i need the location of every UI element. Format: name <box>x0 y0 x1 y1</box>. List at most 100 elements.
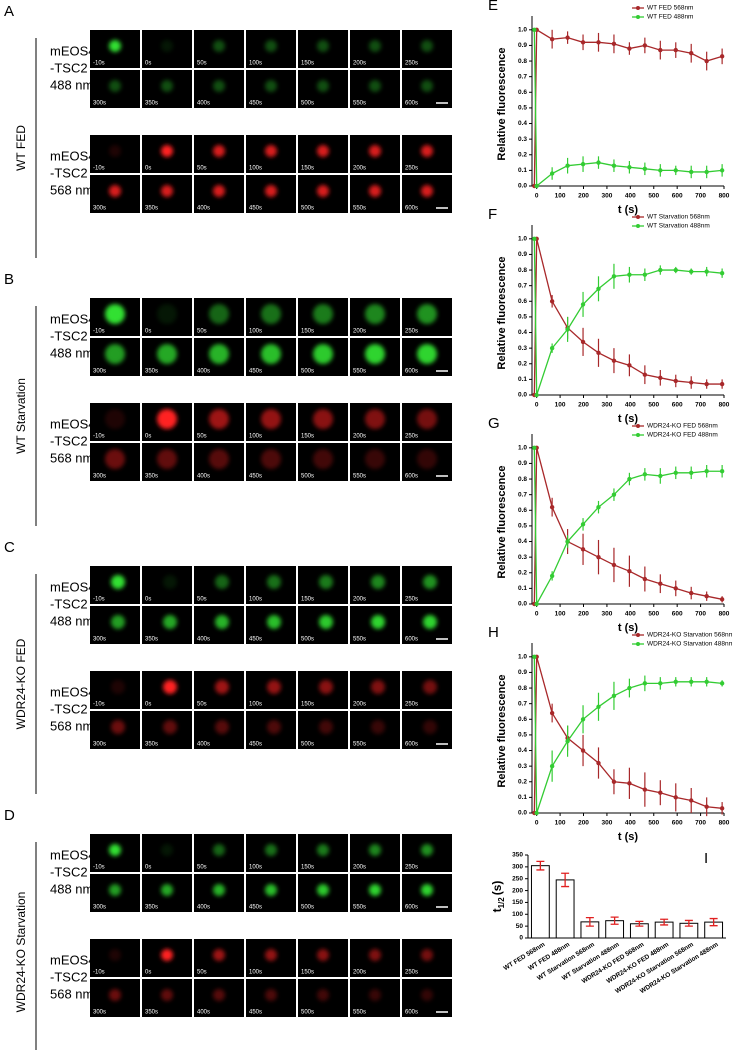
micrograph-cell: 350s <box>142 443 192 481</box>
data-point <box>596 760 601 766</box>
y-tick-label: 250 <box>512 875 523 882</box>
micrograph-cell: 50s <box>194 135 244 173</box>
cell-signal <box>109 844 121 856</box>
time-label: 600s <box>405 1010 418 1016</box>
time-label: -10s <box>93 865 105 871</box>
time-label: 450s <box>249 369 262 375</box>
channel-label: -TSC2 <box>50 60 88 75</box>
micrograph-cell: 300s <box>90 338 140 376</box>
data-point <box>611 163 617 168</box>
data-point <box>596 286 601 291</box>
y-tick-label: 0.3 <box>518 345 527 352</box>
data-point <box>611 358 617 363</box>
cell-signal <box>313 449 333 469</box>
y-tick-label: 0.1 <box>518 167 527 174</box>
cell-signal <box>369 949 381 961</box>
micrograph-cell: 350s <box>142 606 192 644</box>
time-label: 250s <box>405 702 418 708</box>
data-point <box>704 469 709 474</box>
legend-marker <box>636 15 640 19</box>
panel-letter: B <box>4 271 14 288</box>
x-tick-label: 500 <box>648 611 659 618</box>
micrograph-cell: 450s <box>246 338 296 376</box>
cell-signal <box>157 344 177 364</box>
micrograph-cell: -10s <box>90 298 140 336</box>
cell-signal <box>261 409 281 429</box>
cell-signal <box>267 575 281 589</box>
time-label: 250s <box>405 166 418 172</box>
data-point <box>565 163 570 168</box>
micrograph-cell: 300s <box>90 443 140 481</box>
micrograph-cell: 200s <box>350 403 400 441</box>
data-point <box>627 685 632 691</box>
cell-signal <box>371 615 385 629</box>
channel-label: mEOS4b <box>50 579 103 594</box>
series-line <box>533 238 723 396</box>
x-tick-label: 0 <box>535 820 539 827</box>
micrograph-cell: 350s <box>142 338 192 376</box>
time-label: 100s <box>249 597 262 603</box>
condition-label: WT FED <box>14 125 28 171</box>
micrograph-cell: 350s <box>142 175 192 213</box>
cell-signal <box>369 145 381 157</box>
time-label: 600s <box>405 369 418 375</box>
x-tick-label: 600 <box>672 193 683 200</box>
time-label: 300s <box>93 905 106 911</box>
cell-signal <box>369 884 381 896</box>
cell-signal <box>111 615 125 629</box>
time-label: 200s <box>353 166 366 172</box>
micrograph-cell: 150s <box>298 566 348 604</box>
x-tick-label: 600 <box>672 611 683 618</box>
data-point <box>704 381 709 387</box>
micrograph-cell: 400s <box>194 175 244 213</box>
cell-signal <box>265 989 277 1001</box>
x-axis-label: t (s) <box>618 413 639 425</box>
data-point <box>627 476 632 482</box>
micrograph-cell: 550s <box>350 443 400 481</box>
time-label: 150s <box>301 970 314 976</box>
micrograph-cell: 100s <box>246 566 296 604</box>
cell-signal <box>417 449 437 469</box>
channel-label: -TSC2 <box>50 969 88 984</box>
cell-signal <box>215 680 229 694</box>
cell-signal <box>111 680 125 694</box>
x-tick-label: 700 <box>695 402 706 409</box>
data-point <box>689 380 694 385</box>
y-axis-label-sub: 1/2 <box>497 897 506 909</box>
micrograph-cell: -10s <box>90 834 140 872</box>
cell-signal <box>365 344 385 364</box>
series-line <box>533 28 723 187</box>
panel-letter: A <box>4 3 14 20</box>
time-label: 450s <box>249 637 262 643</box>
micrograph-cell: 350s <box>142 70 192 108</box>
x-tick-label: 100 <box>555 193 566 200</box>
cell-signal <box>209 409 229 429</box>
cell-signal <box>421 80 433 92</box>
y-tick-label: 1.0 <box>518 445 527 452</box>
data-point <box>580 717 586 722</box>
data-point <box>642 43 648 48</box>
legend-marker <box>636 215 640 219</box>
x-axis-label: t (s) <box>618 622 639 634</box>
time-label: 300s <box>93 742 106 748</box>
micrograph-cell: 100s <box>246 298 296 336</box>
y-tick-label: 0.7 <box>518 73 527 80</box>
y-axis-label: Relative fluorescence <box>496 47 508 160</box>
time-label: 0s <box>145 329 151 335</box>
x-tick-label: 0 <box>535 611 539 618</box>
micrograph-cell: 200s <box>350 298 400 336</box>
cell-signal <box>163 575 177 589</box>
micrograph-cell: 600s <box>402 338 452 376</box>
cell-signal <box>317 185 329 197</box>
time-label: 100s <box>249 702 262 708</box>
error-bar <box>536 860 545 871</box>
y-tick-label: 0.5 <box>518 105 527 112</box>
channel-label: -TSC2 <box>50 433 88 448</box>
series-line <box>533 447 723 605</box>
cell-signal <box>109 80 121 92</box>
micrograph-cell: 250s <box>402 566 452 604</box>
micrograph-cell: 500s <box>298 606 348 644</box>
data-point <box>719 168 725 173</box>
time-label: 300s <box>93 1010 106 1016</box>
cell-signal <box>105 409 125 429</box>
